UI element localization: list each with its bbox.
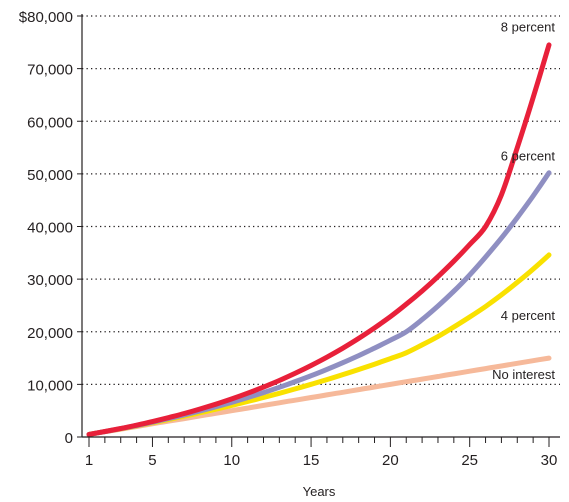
series-labels: 8 percent 6 percent 4 percent No interest [492, 20, 555, 382]
series-line-4-percent [86, 252, 552, 437]
y-tick-label: 70,000 [27, 62, 73, 79]
x-tick-label: 25 [461, 452, 478, 469]
series-line-8-percent [86, 42, 552, 437]
series-lines [86, 42, 552, 437]
series-label-8-percent: 8 percent [501, 20, 556, 35]
y-tick-labels: 0 10,000 20,000 30,000 40,000 50,000 60,000 70,… [19, 9, 73, 447]
y-tick-label: 50,000 [27, 167, 73, 184]
x-axis-label: Years [303, 484, 336, 499]
x-tick-labels: 1 5 10 15 20 25 30 [85, 452, 558, 469]
gridlines [82, 15, 560, 386]
y-tick-label: 30,000 [27, 272, 73, 289]
y-tick-label: $80,000 [19, 9, 73, 26]
x-tick-label: 1 [85, 452, 93, 469]
x-tick-label: 30 [541, 452, 558, 469]
series-label-4-percent: 4 percent [501, 308, 556, 323]
y-tick-label: 20,000 [27, 325, 73, 342]
y-tick-label: 60,000 [27, 114, 73, 131]
x-tick-label: 20 [382, 452, 399, 469]
series-label-no-interest: No interest [492, 367, 555, 382]
y-tick-label: 10,000 [27, 377, 73, 394]
x-tick-label: 15 [303, 452, 320, 469]
y-tick-label: 40,000 [27, 220, 73, 237]
x-tick-label: 10 [223, 452, 240, 469]
series-label-6-percent: 6 percent [501, 148, 556, 163]
y-tick-label: 0 [65, 430, 73, 447]
axes [77, 14, 560, 447]
x-tick-label: 5 [148, 452, 156, 469]
